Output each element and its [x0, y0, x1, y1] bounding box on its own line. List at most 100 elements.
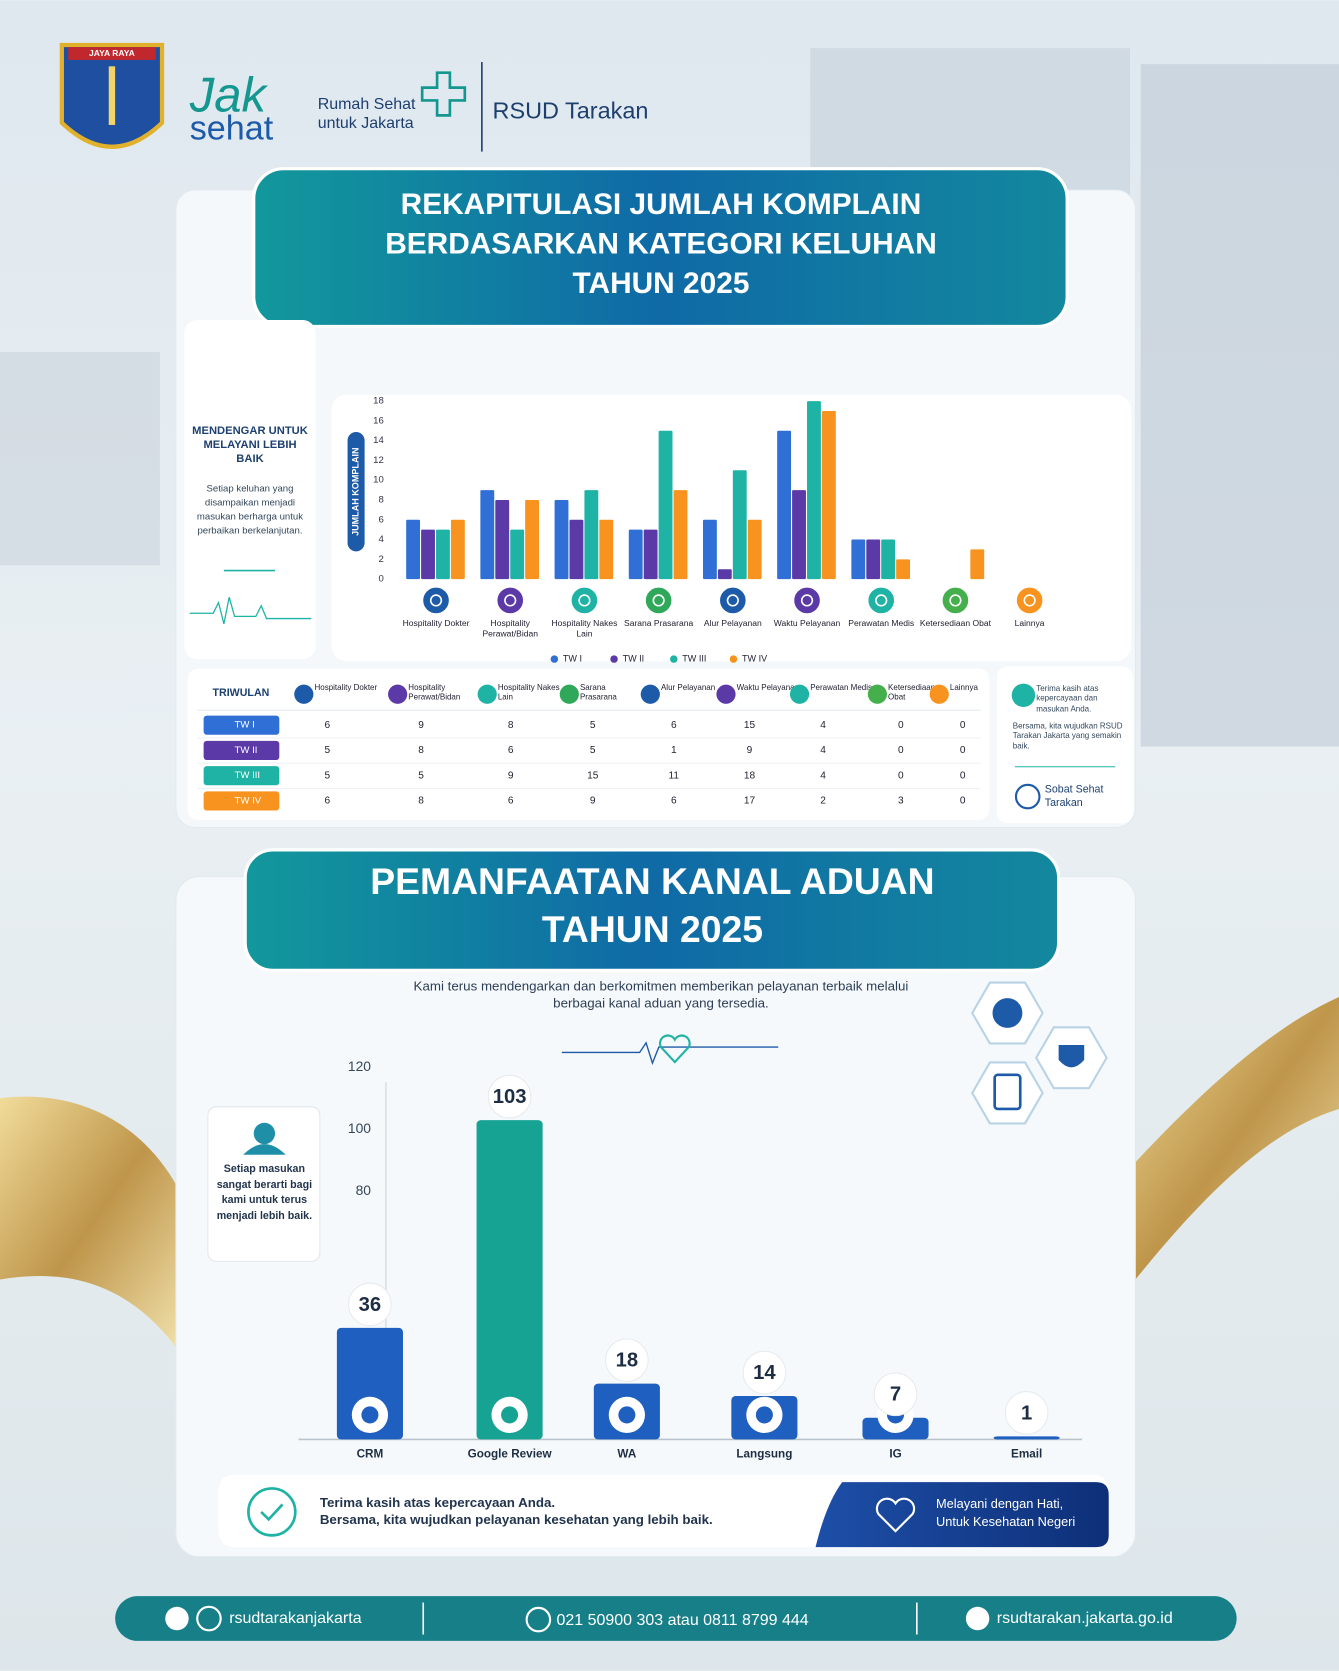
bar: [673, 490, 688, 580]
row-label: TW III: [235, 770, 261, 781]
x-tick-label: WA: [617, 1447, 636, 1460]
y-tick-label: 2: [378, 554, 383, 565]
chart-title: BERDASARKAN KATEGORI KELUHAN: [385, 227, 937, 260]
table-cell: 5: [590, 745, 596, 756]
row-label: TW IV: [235, 795, 262, 806]
value-badge: [487, 1074, 532, 1119]
bar-icon-glyph: [361, 1406, 379, 1424]
bar: [807, 401, 821, 580]
footer-social: rsudtarakanjakarta: [229, 1610, 361, 1627]
signature-icon: [1014, 783, 1041, 810]
table-cell: 0: [898, 745, 904, 756]
legend-label: TW II: [623, 653, 645, 663]
x-tick-label-box: Lainnya: [1014, 618, 1045, 629]
column-icon: [640, 684, 660, 704]
bar: [569, 519, 584, 580]
value-badge: [1004, 1391, 1049, 1435]
bar: [821, 410, 836, 580]
table-column-header-box: Perawatan Medis: [810, 682, 873, 693]
bar: [851, 539, 866, 580]
bar: [480, 490, 495, 580]
bar: [896, 559, 911, 580]
x-tick-label: Email: [1011, 1447, 1042, 1460]
title-banner: [252, 167, 1069, 329]
table-column-header-box: Alur Pelayanan: [660, 682, 716, 693]
x-tick-label-box: Perawatan Medis: [848, 619, 914, 629]
title-banner: [243, 848, 1061, 972]
table-cell: 0: [898, 770, 904, 781]
heartbeat: [561, 1041, 779, 1066]
column-icon: [929, 684, 949, 704]
table-cell: 2: [820, 796, 826, 807]
category-icon-glyph: [1023, 594, 1036, 607]
clipboard-icon: [993, 1073, 1022, 1111]
side-note-box: Setiap masukan sangat berarti bagi kami …: [216, 1163, 313, 1222]
column-icon: [559, 684, 579, 704]
bar: [599, 519, 614, 580]
y-tick-label: 18: [373, 396, 384, 407]
y-tick-label: 8: [378, 495, 383, 506]
table-cell: 6: [324, 720, 330, 731]
bar: [702, 519, 717, 580]
legend-swatch: [550, 655, 559, 663]
bar: [476, 1120, 543, 1440]
bar: [584, 490, 599, 580]
motto-text: Melayani dengan Hati,: [936, 1496, 1063, 1511]
hex-icon: [971, 1061, 1044, 1125]
tagline: Rumah Sehat: [318, 96, 416, 113]
value-label: 7: [890, 1384, 901, 1406]
category-icon: [792, 585, 822, 616]
table-cell: 8: [508, 720, 514, 731]
table-cell: 11: [669, 770, 680, 781]
y-axis-label: JUMLAH KOMPLAIN: [350, 447, 360, 535]
table-cell: 3: [898, 796, 904, 807]
side-panel: [184, 320, 316, 660]
people-body: [243, 1144, 286, 1155]
chat-icon: [992, 998, 1023, 1028]
bar: [525, 499, 540, 580]
row-label-pill: [203, 791, 280, 811]
table-column-header: Perawatan Medis: [810, 682, 873, 693]
chart-title: TAHUN 2025: [542, 908, 763, 950]
table-column-header: Hospitality Nakes Lain: [497, 682, 560, 703]
emblem-text: JAYA RAYA: [89, 48, 135, 58]
value-label: 1: [1021, 1402, 1032, 1424]
x-tick-label-box: Alur Pelayanan: [704, 619, 762, 629]
bar: [406, 519, 421, 580]
category-icon: [495, 585, 526, 616]
category-icon-glyph: [726, 594, 739, 607]
x-tick-label: Hospitality Nakes Lain: [551, 618, 618, 639]
row-label: TW I: [235, 720, 255, 731]
y-tick-label: 14: [373, 435, 384, 446]
y-label-pill: [347, 431, 365, 552]
web-icon: [965, 1606, 990, 1631]
table-column-header-box: Ketersediaan Obat: [888, 683, 935, 703]
footer-phone: 021 50900 303 atau 0811 8799 444: [556, 1612, 808, 1629]
chart-panel: [331, 394, 1132, 662]
building-right: [1140, 64, 1339, 747]
x-tick-label-box: Hospitality Perawat/Bidan: [482, 619, 537, 639]
table-cell: 0: [960, 745, 966, 756]
table-cell: 15: [587, 770, 599, 781]
x-tick-label: Hospitality Dokter: [402, 618, 470, 629]
bar: [747, 519, 762, 580]
subtitle-box: Kami terus mendengarkan dan berkomitmen …: [414, 979, 909, 1011]
check-icon: [247, 1487, 297, 1537]
x-tick-label: Lainnya: [1014, 618, 1045, 629]
row-label: TW II: [235, 745, 258, 756]
legend-label: TW IV: [742, 653, 767, 663]
value-badge: [873, 1372, 918, 1417]
thanks-text: Terima kasih atas kepercayaan dan masuka…: [1036, 683, 1099, 714]
category-icon: [569, 585, 600, 616]
column-icon: [294, 684, 314, 704]
footer-bar: [115, 1596, 1237, 1641]
tagline: untuk Jakarta: [318, 115, 414, 132]
x-tick-label: Waktu Pelayanan: [773, 618, 841, 629]
table-column-header: Alur Pelayanan: [660, 682, 716, 693]
table-panel: [187, 668, 990, 821]
table-cell: 9: [747, 745, 753, 756]
side-note: Setiap masukan sangat berarti bagi kami …: [216, 1163, 313, 1222]
bar: [792, 490, 806, 580]
y-tick-label: 4: [378, 534, 384, 545]
table-column-header-box: Lainnya: [950, 683, 978, 693]
